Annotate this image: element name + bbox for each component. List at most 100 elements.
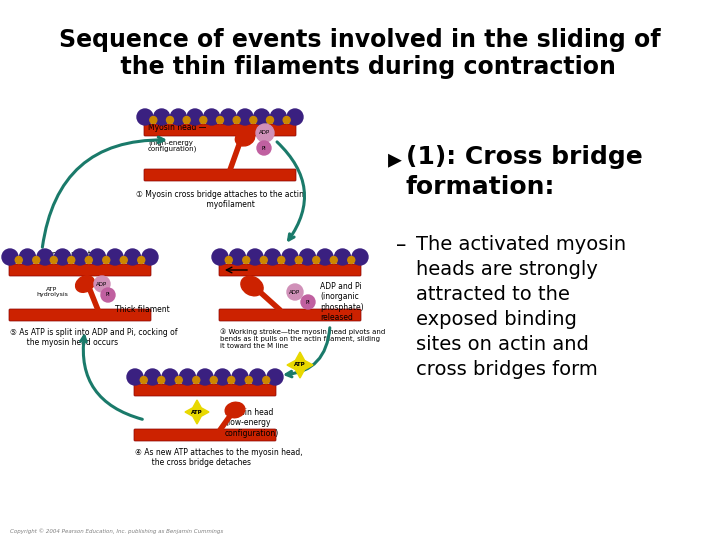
Ellipse shape — [225, 402, 245, 418]
Circle shape — [295, 256, 302, 264]
FancyBboxPatch shape — [9, 309, 151, 321]
FancyBboxPatch shape — [144, 169, 296, 181]
Text: Thin filament: Thin filament — [40, 250, 91, 259]
FancyBboxPatch shape — [144, 124, 296, 136]
Circle shape — [125, 249, 140, 265]
FancyBboxPatch shape — [219, 264, 361, 276]
Circle shape — [270, 109, 287, 125]
Text: ④ As new ATP attaches to the myosin head,
       the cross bridge detaches: ④ As new ATP attaches to the myosin head… — [135, 448, 302, 468]
Circle shape — [210, 376, 217, 383]
Circle shape — [204, 109, 220, 125]
Circle shape — [120, 256, 127, 264]
Circle shape — [32, 256, 40, 264]
Ellipse shape — [76, 276, 94, 292]
Circle shape — [200, 117, 207, 124]
Circle shape — [260, 256, 267, 264]
Circle shape — [101, 288, 115, 302]
Text: ① Myosin cross bridge attaches to the actin
         myofilament: ① Myosin cross bridge attaches to the ac… — [136, 190, 304, 210]
Circle shape — [19, 249, 35, 265]
FancyBboxPatch shape — [134, 429, 276, 441]
Circle shape — [140, 376, 148, 383]
Circle shape — [278, 256, 284, 264]
Text: (1): Cross bridge
formation:: (1): Cross bridge formation: — [406, 145, 643, 199]
Circle shape — [317, 249, 333, 265]
Circle shape — [335, 249, 351, 265]
Circle shape — [138, 256, 145, 264]
Circle shape — [263, 376, 270, 383]
Ellipse shape — [241, 276, 263, 296]
Circle shape — [217, 117, 223, 124]
Circle shape — [225, 256, 233, 264]
Polygon shape — [287, 352, 313, 378]
Circle shape — [250, 117, 257, 124]
Text: ADP: ADP — [289, 289, 301, 294]
Circle shape — [89, 249, 106, 265]
Circle shape — [247, 249, 263, 265]
Text: ADP: ADP — [96, 281, 107, 287]
Circle shape — [197, 369, 213, 385]
Circle shape — [233, 117, 240, 124]
Circle shape — [220, 109, 236, 125]
Circle shape — [287, 109, 303, 125]
Circle shape — [312, 256, 320, 264]
Text: Thick filament: Thick filament — [115, 305, 170, 314]
Circle shape — [230, 249, 246, 265]
Circle shape — [72, 249, 88, 265]
Circle shape — [282, 249, 298, 265]
Circle shape — [150, 117, 157, 124]
FancyBboxPatch shape — [219, 309, 361, 321]
Circle shape — [142, 249, 158, 265]
Circle shape — [253, 109, 270, 125]
Circle shape — [187, 109, 203, 125]
Circle shape — [94, 276, 110, 292]
Circle shape — [183, 117, 190, 124]
Circle shape — [232, 369, 248, 385]
Circle shape — [193, 376, 199, 383]
Circle shape — [175, 376, 182, 383]
Text: ATP: ATP — [192, 409, 203, 415]
Circle shape — [85, 256, 92, 264]
Text: ▸: ▸ — [388, 145, 402, 173]
Ellipse shape — [235, 130, 255, 146]
Text: Sequence of events involved in the sliding of: Sequence of events involved in the slidi… — [59, 28, 661, 52]
Circle shape — [179, 369, 196, 385]
Text: Pi: Pi — [106, 293, 110, 298]
Circle shape — [287, 284, 303, 300]
FancyBboxPatch shape — [9, 264, 151, 276]
Text: ③ Working stroke—the myosin head pivots and
bends as it pulls on the actin filam: ③ Working stroke—the myosin head pivots … — [220, 328, 385, 348]
Circle shape — [15, 256, 22, 264]
Circle shape — [55, 249, 71, 265]
Text: ADP and Pi
(inorganic
phosphate)
released: ADP and Pi (inorganic phosphate) release… — [320, 282, 364, 322]
Text: –: – — [396, 235, 406, 255]
Circle shape — [266, 117, 274, 124]
Circle shape — [162, 369, 178, 385]
Circle shape — [37, 249, 53, 265]
Circle shape — [264, 249, 281, 265]
Text: ATP: ATP — [294, 362, 306, 368]
Circle shape — [137, 109, 153, 125]
Text: Pi: Pi — [306, 300, 310, 305]
Circle shape — [127, 369, 143, 385]
Circle shape — [215, 369, 230, 385]
Text: Myosin head
(low-energy
configuration): Myosin head (low-energy configuration) — [225, 408, 279, 438]
Circle shape — [243, 256, 250, 264]
Circle shape — [228, 376, 235, 383]
Text: The activated myosin
heads are strongly
attracted to the
exposed binding
sites o: The activated myosin heads are strongly … — [416, 235, 626, 379]
Polygon shape — [185, 400, 209, 424]
Text: Copyright © 2004 Pearson Education, Inc. publishing as Benjamin Cummings: Copyright © 2004 Pearson Education, Inc.… — [10, 528, 223, 534]
Circle shape — [301, 295, 315, 309]
Circle shape — [256, 124, 274, 142]
Circle shape — [153, 109, 170, 125]
Circle shape — [212, 249, 228, 265]
Circle shape — [2, 249, 18, 265]
Circle shape — [246, 376, 252, 383]
Text: ADP: ADP — [259, 131, 271, 136]
Text: the thin filaments during contraction: the thin filaments during contraction — [104, 55, 616, 79]
Circle shape — [267, 369, 283, 385]
Circle shape — [107, 249, 123, 265]
Circle shape — [145, 369, 161, 385]
Text: Myosin head —: Myosin head — — [148, 124, 207, 132]
Circle shape — [257, 141, 271, 155]
Circle shape — [352, 249, 368, 265]
Circle shape — [158, 376, 165, 383]
